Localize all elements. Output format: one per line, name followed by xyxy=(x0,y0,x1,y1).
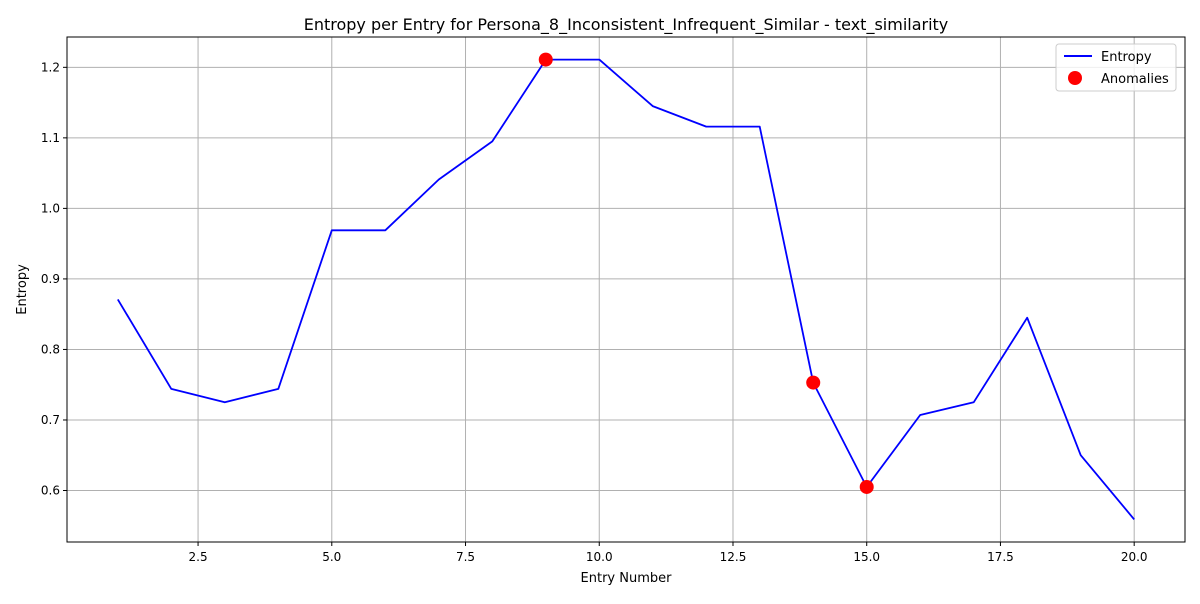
x-tick-label: 5.0 xyxy=(322,550,341,564)
plot-frame xyxy=(66,36,1186,543)
y-tick-label: 1.1 xyxy=(41,131,60,145)
series-layer xyxy=(117,52,1135,520)
x-tick-label: 15.0 xyxy=(853,550,880,564)
legend: Entropy Anomalies xyxy=(1055,43,1177,92)
y-tick-label: 1.0 xyxy=(41,201,60,215)
x-tick-label: 20.0 xyxy=(1121,550,1148,564)
anomaly-point xyxy=(806,375,821,390)
chart-title: Entropy per Entry for Persona_8_Inconsis… xyxy=(304,15,949,35)
y-tick-label: 0.7 xyxy=(41,413,60,427)
x-tick-label: 17.5 xyxy=(987,550,1014,564)
legend-anomalies-label: Anomalies xyxy=(1101,72,1169,87)
y-tick-label: 1.2 xyxy=(41,60,60,74)
y-tick-label: 0.8 xyxy=(41,342,60,356)
x-axis-label: Entry Number xyxy=(581,571,673,586)
x-tick-label: 2.5 xyxy=(189,550,208,564)
x-axis-ticks: 2.5 5.0 7.5 10.0 12.5 15.0 17.5 20.0 xyxy=(189,542,1148,564)
legend-anomalies-swatch xyxy=(1068,71,1082,85)
grid-lines xyxy=(67,37,1185,542)
x-tick-label: 12.5 xyxy=(720,550,747,564)
anomaly-point xyxy=(859,479,874,494)
x-tick-label: 10.0 xyxy=(586,550,613,564)
entropy-series-line xyxy=(117,58,1135,520)
y-axis-ticks: 0.6 0.7 0.8 0.9 1.0 1.1 1.2 xyxy=(41,60,67,498)
legend-entropy-label: Entropy xyxy=(1101,50,1152,65)
anomaly-point xyxy=(538,52,553,67)
x-tick-label: 7.5 xyxy=(456,550,475,564)
y-tick-label: 0.6 xyxy=(41,484,60,498)
y-tick-label: 0.9 xyxy=(41,272,60,286)
y-axis-label: Entropy xyxy=(15,264,30,315)
